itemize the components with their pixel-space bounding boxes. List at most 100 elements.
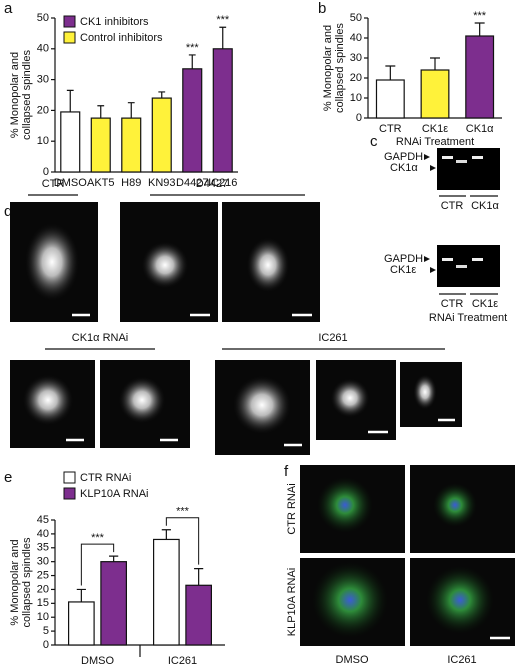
spindle <box>330 378 370 418</box>
error-bar <box>109 555 119 562</box>
x-tick-label: AKT5 <box>87 177 115 189</box>
spindle <box>312 562 388 638</box>
band-label: CK1α <box>390 162 418 174</box>
spindle <box>433 483 477 527</box>
y-tick-label: 40 <box>37 43 49 55</box>
bar <box>185 584 212 646</box>
band <box>472 258 483 261</box>
y-tick-label: 20 <box>37 583 49 595</box>
legend-swatch <box>63 471 76 484</box>
legend-swatch <box>63 15 76 28</box>
bracket <box>165 517 200 565</box>
y-tick-label: 20 <box>350 72 362 84</box>
row-label: CTR RNAi <box>286 483 298 534</box>
error-bar <box>66 89 74 112</box>
error-bar <box>161 529 171 540</box>
x-tick-label: CTR <box>379 123 402 135</box>
spindle <box>22 374 74 426</box>
bar <box>60 111 81 173</box>
y-tick-label: 5 <box>43 625 49 637</box>
x-tick-label: DMSO <box>81 655 114 667</box>
bar <box>182 68 203 173</box>
bar <box>90 117 111 173</box>
error-bar <box>76 588 86 602</box>
legend-swatch <box>63 487 76 500</box>
y-tick-label: 40 <box>37 528 49 540</box>
panel-label: b <box>318 0 326 17</box>
bar <box>100 561 128 646</box>
spindle <box>232 375 292 435</box>
merged-panel: CTR RNAi KLP10A RNAi DMSO IC261 <box>286 465 515 666</box>
band <box>456 160 467 163</box>
row-label: KLP10A RNAi <box>286 568 298 636</box>
group-label: CTR <box>42 178 65 190</box>
spindle <box>426 566 494 634</box>
error-bar <box>194 568 204 586</box>
panel-label: c <box>370 133 378 150</box>
column-label: IC261 <box>447 654 476 666</box>
significance: *** <box>91 532 105 544</box>
group-label: D4427 <box>196 178 228 190</box>
y-tick-label: 15 <box>37 597 49 609</box>
y-tick-label: 50 <box>37 12 49 24</box>
x-tick-label: CK1ε <box>422 123 448 135</box>
spindle <box>141 241 189 289</box>
y-tick-label: 0 <box>43 639 49 651</box>
y-axis-label: collapsed spindles <box>21 537 33 627</box>
legend-label: Control inhibitors <box>80 32 163 44</box>
spindle <box>246 237 290 293</box>
group-label: CK1α RNAi <box>72 332 128 344</box>
error-bar <box>97 105 105 119</box>
bar <box>420 69 450 119</box>
significance: *** <box>216 14 230 26</box>
gel <box>437 245 500 287</box>
x-tick-label: D4427 <box>176 177 208 189</box>
bracket <box>80 543 115 586</box>
significance: *** <box>473 10 487 22</box>
gel-panel: GAPDH CK1α CTR CK1α GAPDH CK1ε CTR CK1ε … <box>384 148 507 324</box>
y-axis-label: % Monopolar and <box>9 52 21 138</box>
error-bar <box>474 22 485 36</box>
lane-label: CTR <box>441 200 464 212</box>
band <box>472 156 483 159</box>
y-tick-label: 10 <box>350 92 362 104</box>
legend-label: CK1 inhibitors <box>80 16 149 28</box>
legend-label: CTR RNAi <box>80 472 131 484</box>
bar <box>212 48 233 173</box>
band <box>442 258 453 261</box>
y-tick-label: 30 <box>350 52 362 64</box>
panel-label: f <box>284 463 289 480</box>
y-tick-label: 40 <box>350 32 362 44</box>
axis-label: RNAi Treatment <box>429 312 507 324</box>
x-tick-label: H89 <box>121 177 141 189</box>
panel-label: e <box>4 469 12 486</box>
bar <box>121 117 142 173</box>
y-axis-label: collapsed spindles <box>21 50 33 140</box>
significance: *** <box>186 42 200 54</box>
spindle <box>317 477 373 533</box>
error-bar <box>219 26 227 49</box>
bar <box>465 35 495 119</box>
y-tick-label: 10 <box>37 135 49 147</box>
arrowhead <box>424 256 436 273</box>
band-label: GAPDH <box>384 151 423 163</box>
y-tick-label: 0 <box>356 112 362 124</box>
band-label: GAPDH <box>384 253 423 265</box>
micrograph-panel: CTR D4427 CK1α RNAi IC261 <box>10 178 462 455</box>
y-tick-label: 25 <box>37 569 49 581</box>
error-bar <box>385 65 396 80</box>
x-tick-label: CK1α <box>466 123 494 135</box>
y-tick-label: 0 <box>43 166 49 178</box>
error-bar <box>188 54 196 69</box>
band <box>456 265 467 268</box>
x-tick-label: IC216 <box>208 177 237 189</box>
x-tick-label: IC261 <box>168 655 197 667</box>
column-label: DMSO <box>336 654 369 666</box>
x-tick-label: KN93 <box>148 177 176 189</box>
lane-label: CK1ε <box>472 298 498 310</box>
band <box>442 156 453 159</box>
bar <box>153 538 180 646</box>
significance: *** <box>176 506 190 518</box>
legend-label: KLP10A RNAi <box>80 488 148 500</box>
